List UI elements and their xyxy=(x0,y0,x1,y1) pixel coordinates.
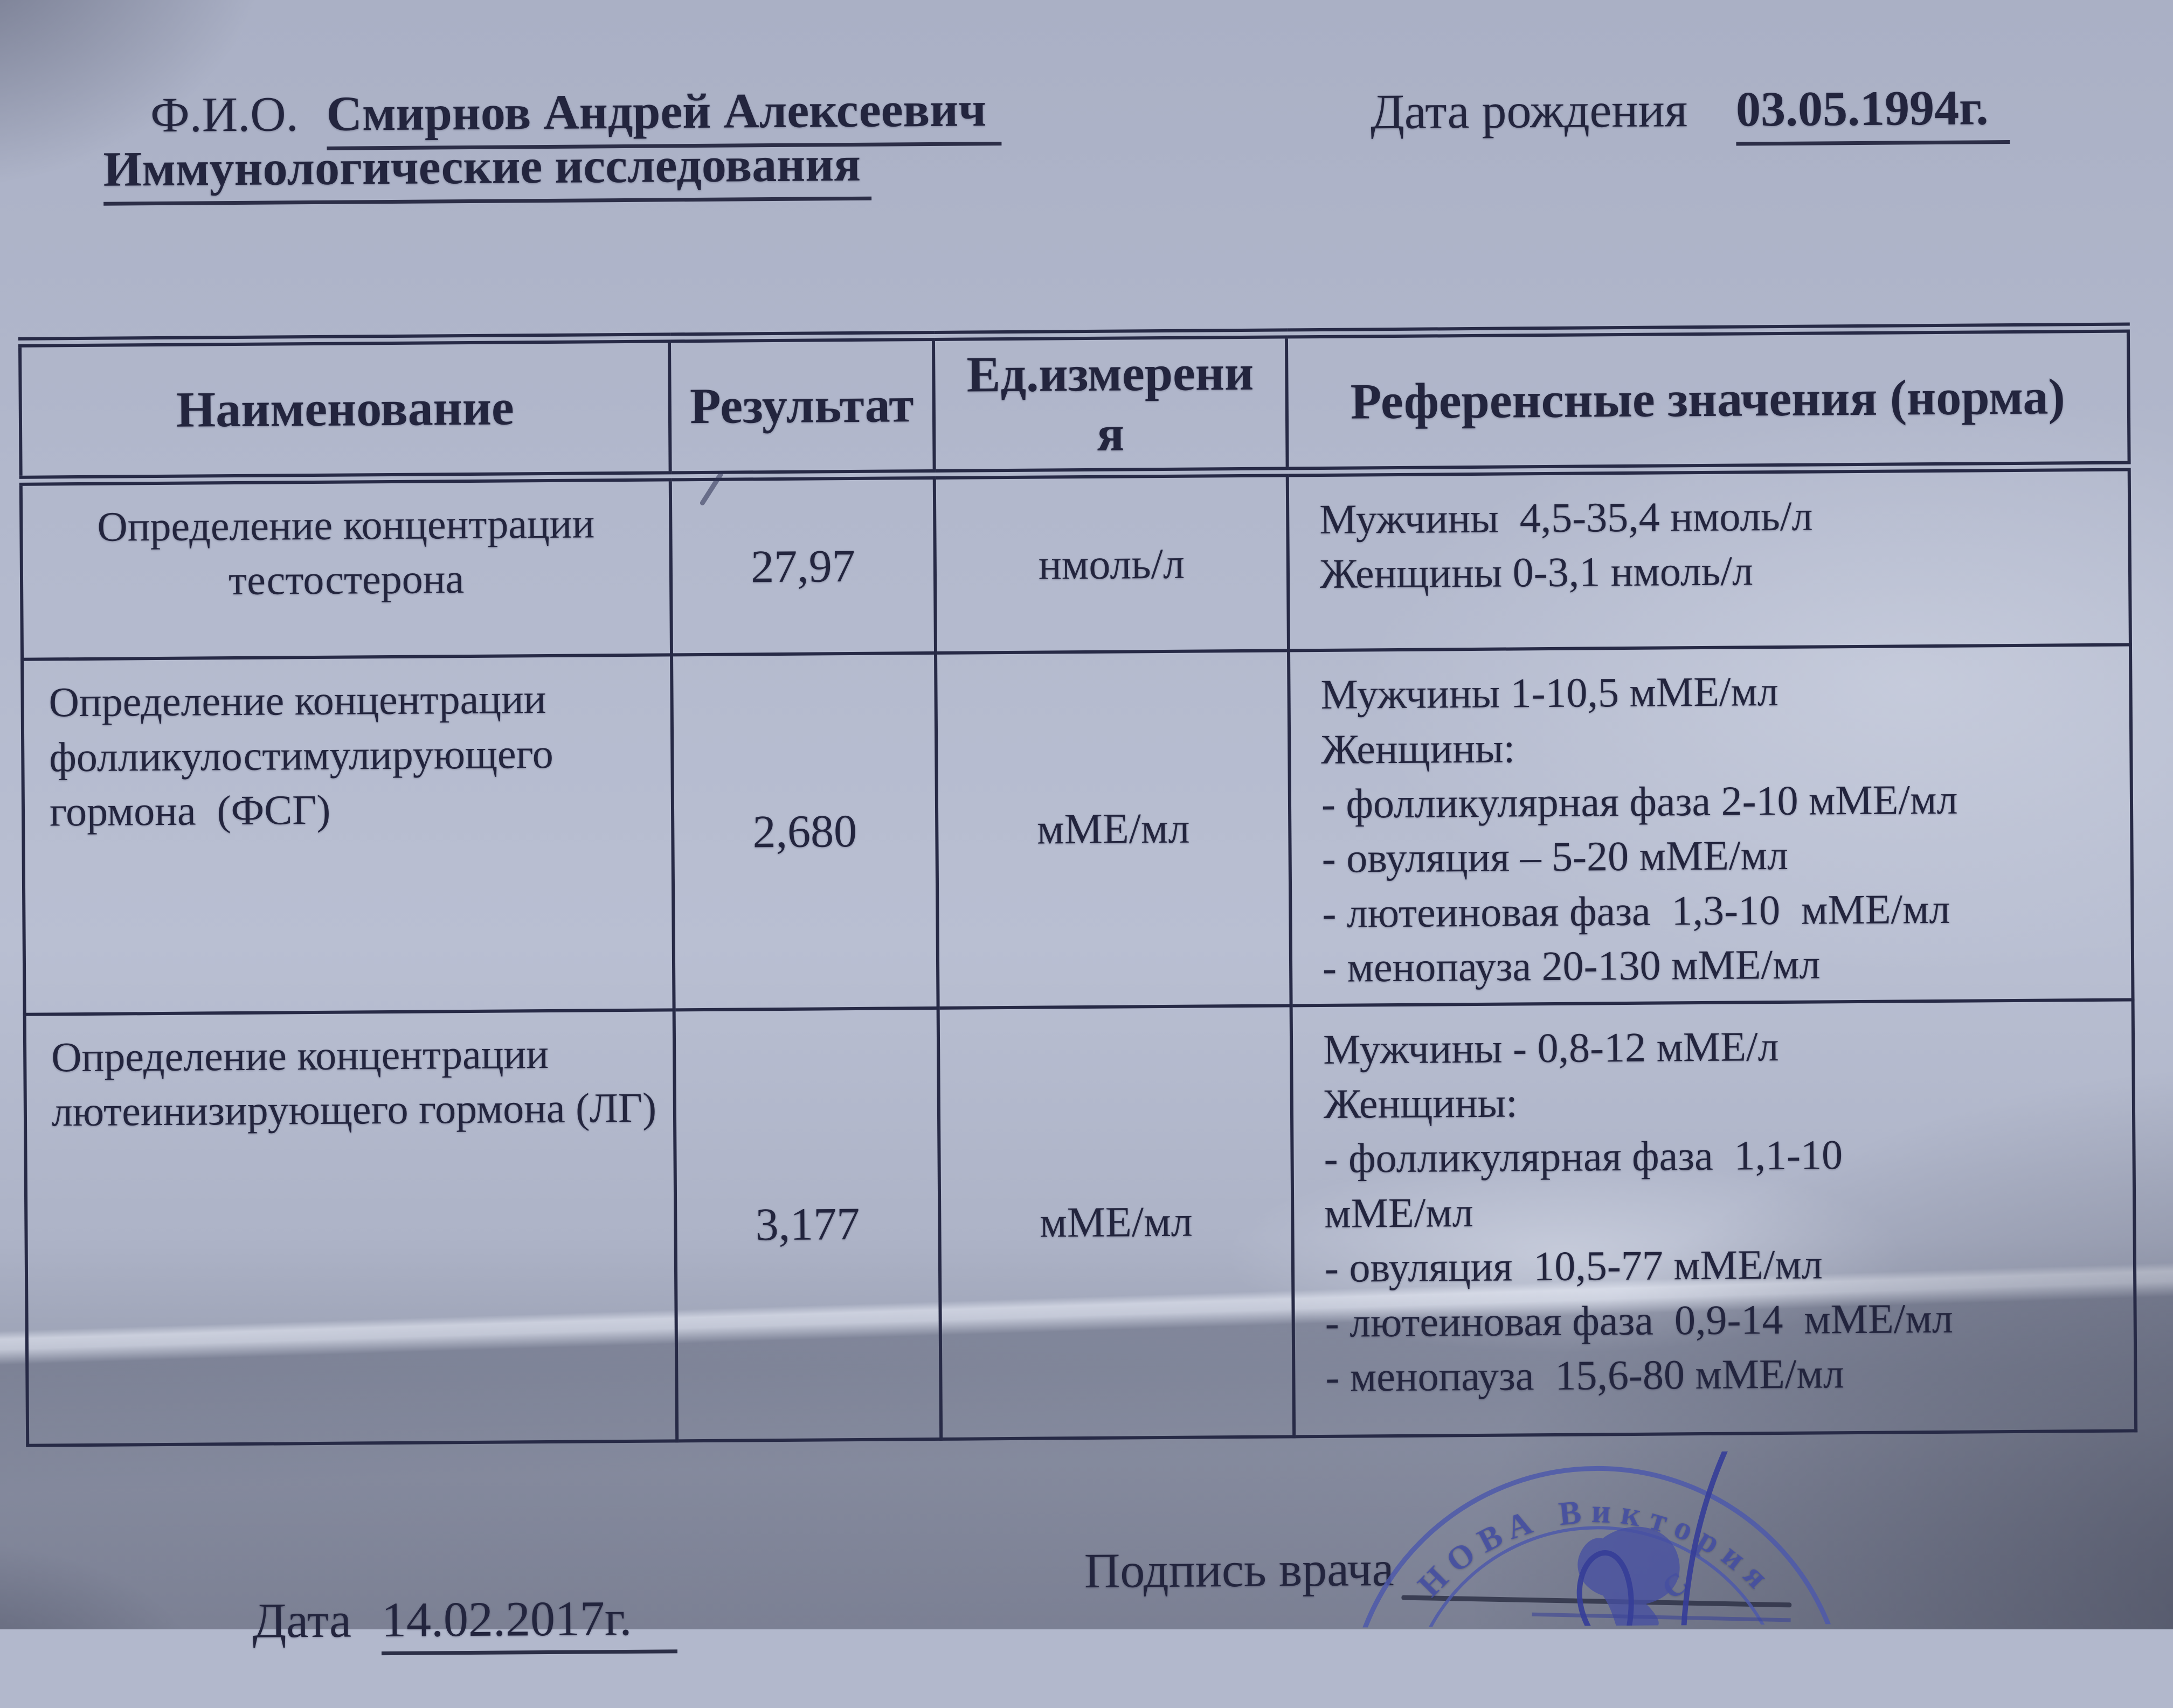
table-row-fsh: Определение концентрации фолликулостимул… xyxy=(22,644,2133,1015)
doctor-signature xyxy=(1576,1449,1735,1628)
section-title: Иммунологические исследования xyxy=(103,135,872,206)
table-header-row: Наименование Результат Ед.измерени я Рефе… xyxy=(19,327,2129,481)
analysis-result: 2,680 xyxy=(672,653,938,1010)
document-photo: Ф.И.О. Смирнов Андрей Алексеевич Дата рож… xyxy=(0,0,2173,1656)
analysis-reference: Мужчины 1-10,5 мМЕ/мл Женщины: - фоллику… xyxy=(1288,644,2133,1006)
birthdate-value: 03.05.1994г. xyxy=(1735,80,2010,146)
birthdate-label: Дата рождения xyxy=(1370,82,1688,140)
analysis-unit: мМЕ/мл xyxy=(936,650,1291,1008)
results-table: Наименование Результат Ед.измерени я Рефе… xyxy=(18,322,2138,1447)
col-header-unit: Ед.измерени я xyxy=(933,333,1288,475)
col-header-reference: Референсные значения (норма) xyxy=(1286,327,2129,472)
analysis-name: Определение концентрации фолликулостимул… xyxy=(22,655,674,1015)
analysis-reference: Мужчины - 0,8-12 мМЕ/л Женщины: - фоллик… xyxy=(1291,999,2136,1437)
analysis-result: 3,177 xyxy=(674,1008,942,1441)
date-label: Дата xyxy=(252,1592,352,1648)
birthdate-row: Дата рождения 03.05.1994г. xyxy=(1296,22,2011,198)
col-header-result: Результат xyxy=(669,336,935,476)
fio-label: Ф.И.О. xyxy=(150,86,299,143)
report-date-row: Дата 14.02.2017г. xyxy=(177,1532,677,1706)
analysis-name: Определение концентрации тестостерона xyxy=(20,476,672,660)
col-header-name: Наименование xyxy=(19,337,670,481)
analysis-reference: Мужчины 4,5-35,4 нмоль/л Женщины 0-3,1 н… xyxy=(1287,466,2130,651)
table-row-lh: Определение концентрации лютеинизирующег… xyxy=(24,999,2136,1446)
analysis-name: Определение концентрации лютеинизирующег… xyxy=(24,1010,677,1446)
doctor-stamp: НОВА Виктория С xyxy=(1346,1449,1849,1628)
date-value: 14.02.2017г. xyxy=(381,1590,677,1656)
stamp-underline xyxy=(1532,1612,1791,1622)
analysis-result: 27,97 xyxy=(670,474,936,655)
table-row-testosterone: Определение концентрации тестостерона 27… xyxy=(20,466,2130,660)
analysis-unit: нмоль/л xyxy=(934,471,1289,654)
analysis-unit: мМЕ/мл xyxy=(938,1005,1295,1439)
stamp-rings xyxy=(1346,1466,1849,1628)
lab-report-page: Ф.И.О. Смирнов Андрей Алексеевич Дата рож… xyxy=(18,22,2138,1656)
